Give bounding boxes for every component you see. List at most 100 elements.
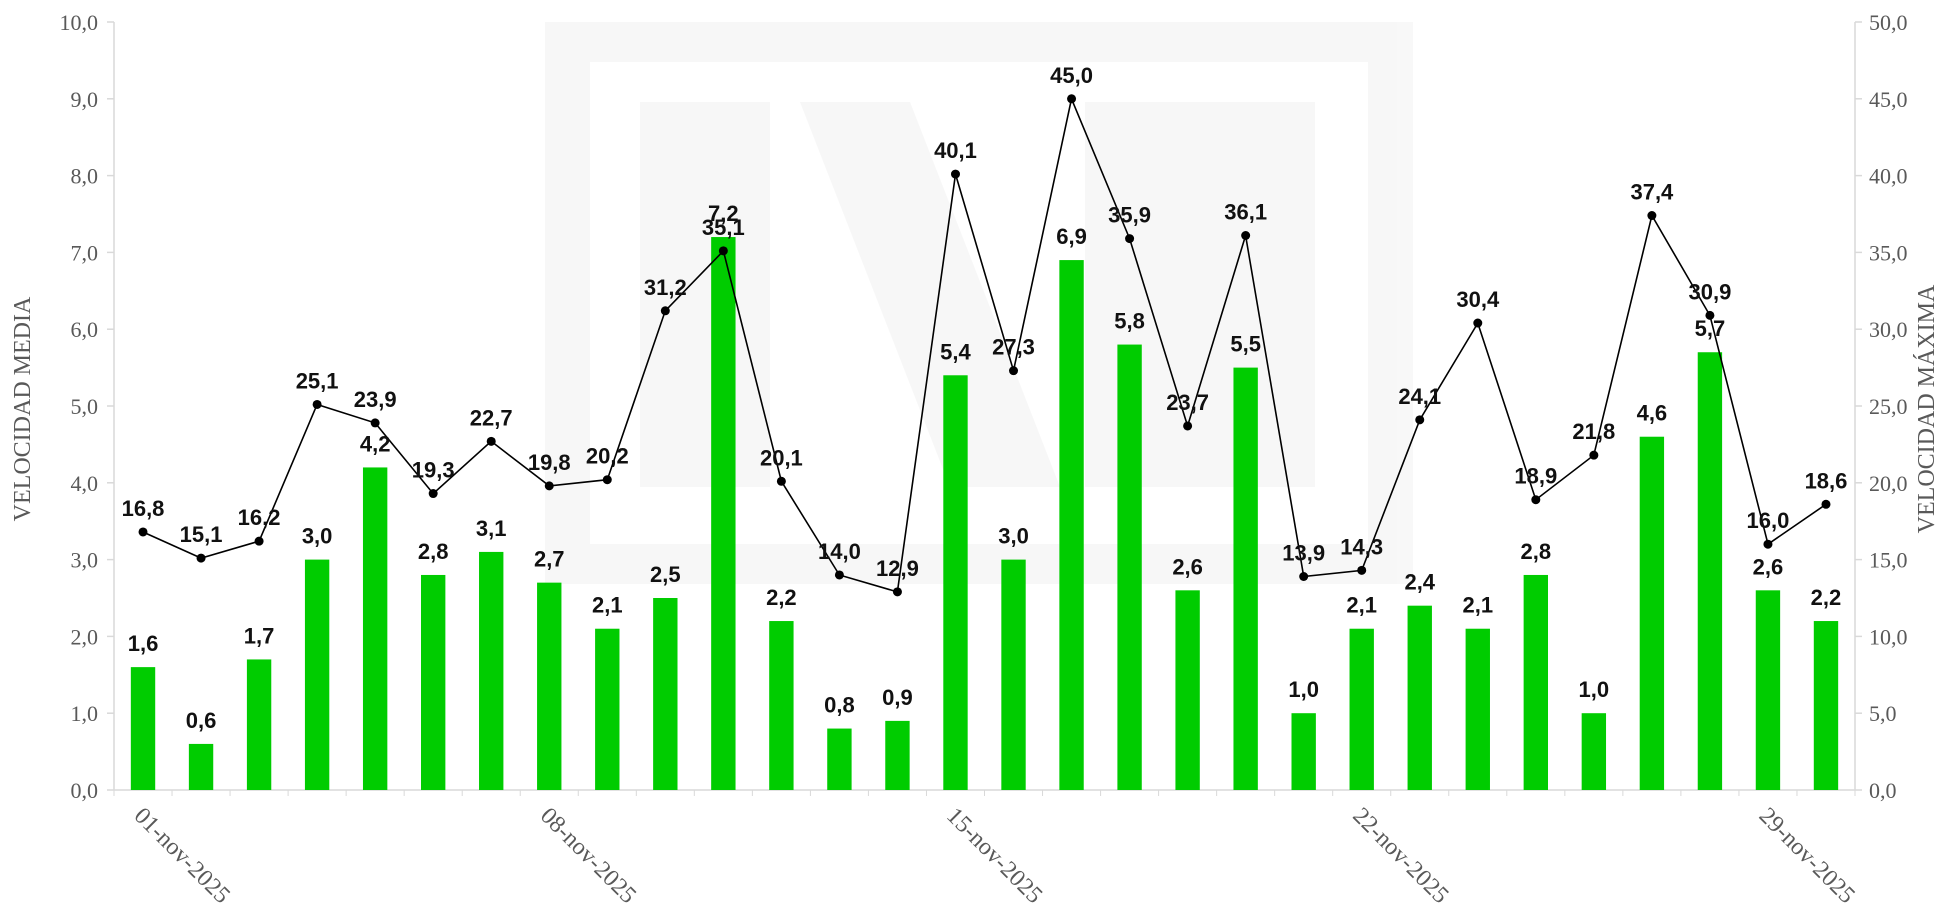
bar-velocidad-media: [653, 598, 678, 790]
bar-velocidad-media: [1349, 628, 1374, 790]
line-series-velocidad-maxima: [138, 94, 1831, 597]
left-tick-label: 2,0: [71, 624, 99, 649]
bar-velocidad-media: [711, 237, 736, 791]
line-point-velocidad-maxima: [486, 436, 496, 446]
bar-data-label: 4,6: [1637, 401, 1668, 426]
bar-series-velocidad-media: [130, 237, 1839, 791]
bar-velocidad-media: [1639, 436, 1665, 790]
bar-data-label: 1,0: [1579, 677, 1610, 702]
bar-data-label: 0,8: [824, 693, 855, 718]
left-tick-label: 0,0: [71, 778, 99, 803]
bar-velocidad-media: [537, 582, 562, 790]
line-point-velocidad-maxima: [1067, 94, 1077, 104]
bar-velocidad-media: [885, 720, 910, 790]
right-tick-label: 35,0: [1869, 240, 1908, 265]
bar-data-label: 2,1: [1462, 593, 1493, 618]
line-point-velocidad-maxima: [1821, 499, 1831, 509]
line-point-velocidad-maxima: [1183, 421, 1193, 431]
bar-data-label: 0,6: [186, 708, 217, 733]
bar-data-label: 5,4: [940, 339, 971, 364]
line-point-velocidad-maxima: [950, 169, 960, 179]
bar-velocidad-media: [769, 621, 794, 790]
left-tick-label: 4,0: [71, 471, 99, 496]
line-point-velocidad-maxima: [196, 553, 206, 563]
line-data-label: 19,3: [412, 458, 455, 483]
x-tick-label: 08-nov-2025: [535, 803, 641, 909]
bar-data-label: 3,0: [998, 524, 1029, 549]
bar-data-label: 1,0: [1288, 677, 1319, 702]
line-point-velocidad-maxima: [428, 489, 438, 499]
right-tick-label: 10,0: [1869, 624, 1908, 649]
bar-data-label: 2,1: [592, 593, 623, 618]
line-data-label: 37,4: [1630, 180, 1674, 205]
left-axis-title: VELOCIDAD MEDIA: [10, 296, 36, 521]
left-tick-label: 5,0: [71, 394, 99, 419]
line-point-velocidad-maxima: [1531, 495, 1541, 505]
line-point-velocidad-maxima: [718, 246, 728, 256]
bar-data-label: 1,7: [244, 623, 275, 648]
line-data-label: 35,9: [1108, 203, 1151, 228]
left-tick-label: 1,0: [71, 701, 99, 726]
bar-velocidad-media: [1523, 574, 1549, 790]
bar-data-label: 5,8: [1114, 309, 1145, 334]
line-data-labels: 16,8 15,1 16,2 25,1 23,9 19,3 22,7 19,8 20,2 31,2…: [122, 63, 1848, 581]
bar-data-label: 7,2: [708, 201, 739, 226]
bar-data-label: 2,8: [418, 539, 449, 564]
line-point-velocidad-maxima: [1647, 211, 1657, 221]
line-point-velocidad-maxima: [1299, 571, 1309, 581]
line-point-velocidad-maxima: [1241, 231, 1251, 241]
bar-velocidad-media: [1581, 713, 1607, 790]
bar-velocidad-media: [1059, 260, 1084, 791]
line-data-label: 24,1: [1398, 384, 1441, 409]
left-tick-label: 9,0: [71, 87, 99, 112]
line-data-label: 18,6: [1805, 468, 1848, 493]
line-velocidad-maxima: [142, 96, 1827, 593]
right-tick-label: 25,0: [1869, 394, 1908, 419]
line-point-velocidad-maxima: [892, 587, 902, 597]
right-tick-label: 40,0: [1869, 164, 1908, 189]
bar-data-label: 2,4: [1404, 570, 1435, 595]
line-point-velocidad-maxima: [1415, 415, 1425, 425]
line-data-label: 16,0: [1747, 508, 1790, 533]
line-data-label: 23,9: [354, 387, 397, 412]
line-data-label: 31,2: [644, 275, 687, 300]
bar-velocidad-media: [1697, 352, 1723, 790]
x-tick-label: 29-nov-2025: [1754, 803, 1860, 909]
left-tick-label: 3,0: [71, 548, 99, 573]
line-point-velocidad-maxima: [602, 475, 612, 485]
line-point-velocidad-maxima: [1705, 310, 1715, 320]
line-data-label: 16,2: [238, 505, 281, 530]
bar-velocidad-media: [1175, 590, 1200, 790]
line-point-velocidad-maxima: [312, 399, 322, 409]
bar-velocidad-media: [1755, 590, 1781, 790]
line-point-velocidad-maxima: [1357, 565, 1367, 575]
right-axis-title: VELOCIDAD MÁXIMA: [1914, 284, 1940, 533]
left-tick-label: 6,0: [71, 317, 99, 342]
bar-velocidad-media: [1233, 367, 1258, 790]
line-data-label: 36,1: [1224, 200, 1267, 225]
line-point-velocidad-maxima: [660, 306, 670, 316]
line-data-label: 30,9: [1689, 279, 1732, 304]
line-data-label: 20,1: [760, 445, 803, 470]
right-tick-label: 5,0: [1869, 701, 1897, 726]
line-point-velocidad-maxima: [1009, 366, 1019, 376]
line-data-label: 23,7: [1166, 390, 1209, 415]
bar-velocidad-media: [130, 667, 156, 790]
line-data-label: 21,8: [1572, 419, 1615, 444]
right-tick-label: 30,0: [1869, 317, 1908, 342]
bar-data-label: 3,1: [476, 516, 507, 541]
line-point-velocidad-maxima: [776, 476, 786, 486]
line-data-label: 14,3: [1340, 534, 1383, 559]
line-data-label: 30,4: [1456, 287, 1500, 312]
right-tick-label: 0,0: [1869, 778, 1897, 803]
bar-data-label: 2,5: [650, 562, 681, 587]
line-data-label: 45,0: [1050, 63, 1093, 88]
line-data-label: 25,1: [296, 368, 339, 393]
right-tick-label: 45,0: [1869, 87, 1908, 112]
bar-data-label: 3,0: [302, 524, 333, 549]
line-data-label: 35,1: [702, 215, 745, 240]
line-point-velocidad-maxima: [834, 570, 844, 580]
left-tick-label: 7,0: [71, 240, 99, 265]
bar-data-label: 2,8: [1521, 539, 1552, 564]
